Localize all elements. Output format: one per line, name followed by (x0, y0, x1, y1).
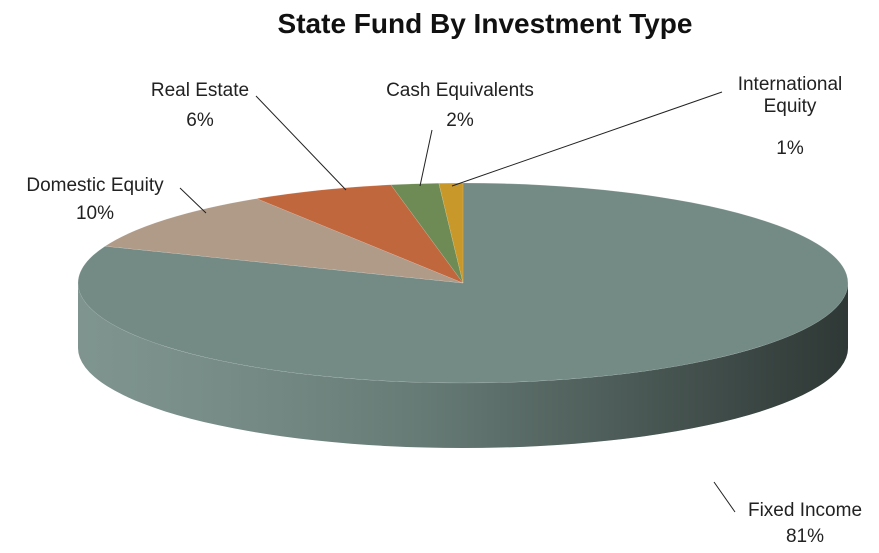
value-label: 2% (446, 110, 474, 131)
category-label: Real Estate (150, 80, 250, 101)
leader-line (713, 481, 736, 513)
category-label: Domestic Equity (26, 175, 164, 196)
leader-line (419, 129, 433, 187)
value-label: 10% (75, 203, 115, 224)
category-label: Cash Equivalents (386, 80, 534, 101)
value-label: 81% (785, 526, 825, 547)
category-label: International Equity (737, 74, 843, 117)
leader-line (255, 95, 347, 191)
chart-title: State Fund By Investment Type (277, 8, 693, 39)
value-label: 1% (776, 138, 804, 159)
pie-slice (77, 182, 849, 384)
category-label: Fixed Income (747, 500, 863, 521)
leader-line (451, 91, 723, 187)
pie-slice (438, 182, 464, 284)
pie-slice (255, 184, 464, 284)
pie-slice (104, 198, 464, 284)
leader-line (179, 187, 207, 214)
value-label: 6% (186, 110, 214, 131)
pie-slice (390, 182, 464, 284)
side-shade (78, 283, 848, 448)
